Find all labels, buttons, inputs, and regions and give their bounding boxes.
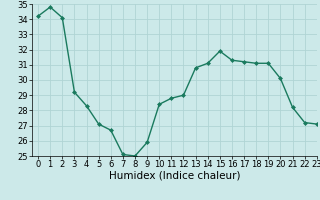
X-axis label: Humidex (Indice chaleur): Humidex (Indice chaleur) — [109, 171, 240, 181]
